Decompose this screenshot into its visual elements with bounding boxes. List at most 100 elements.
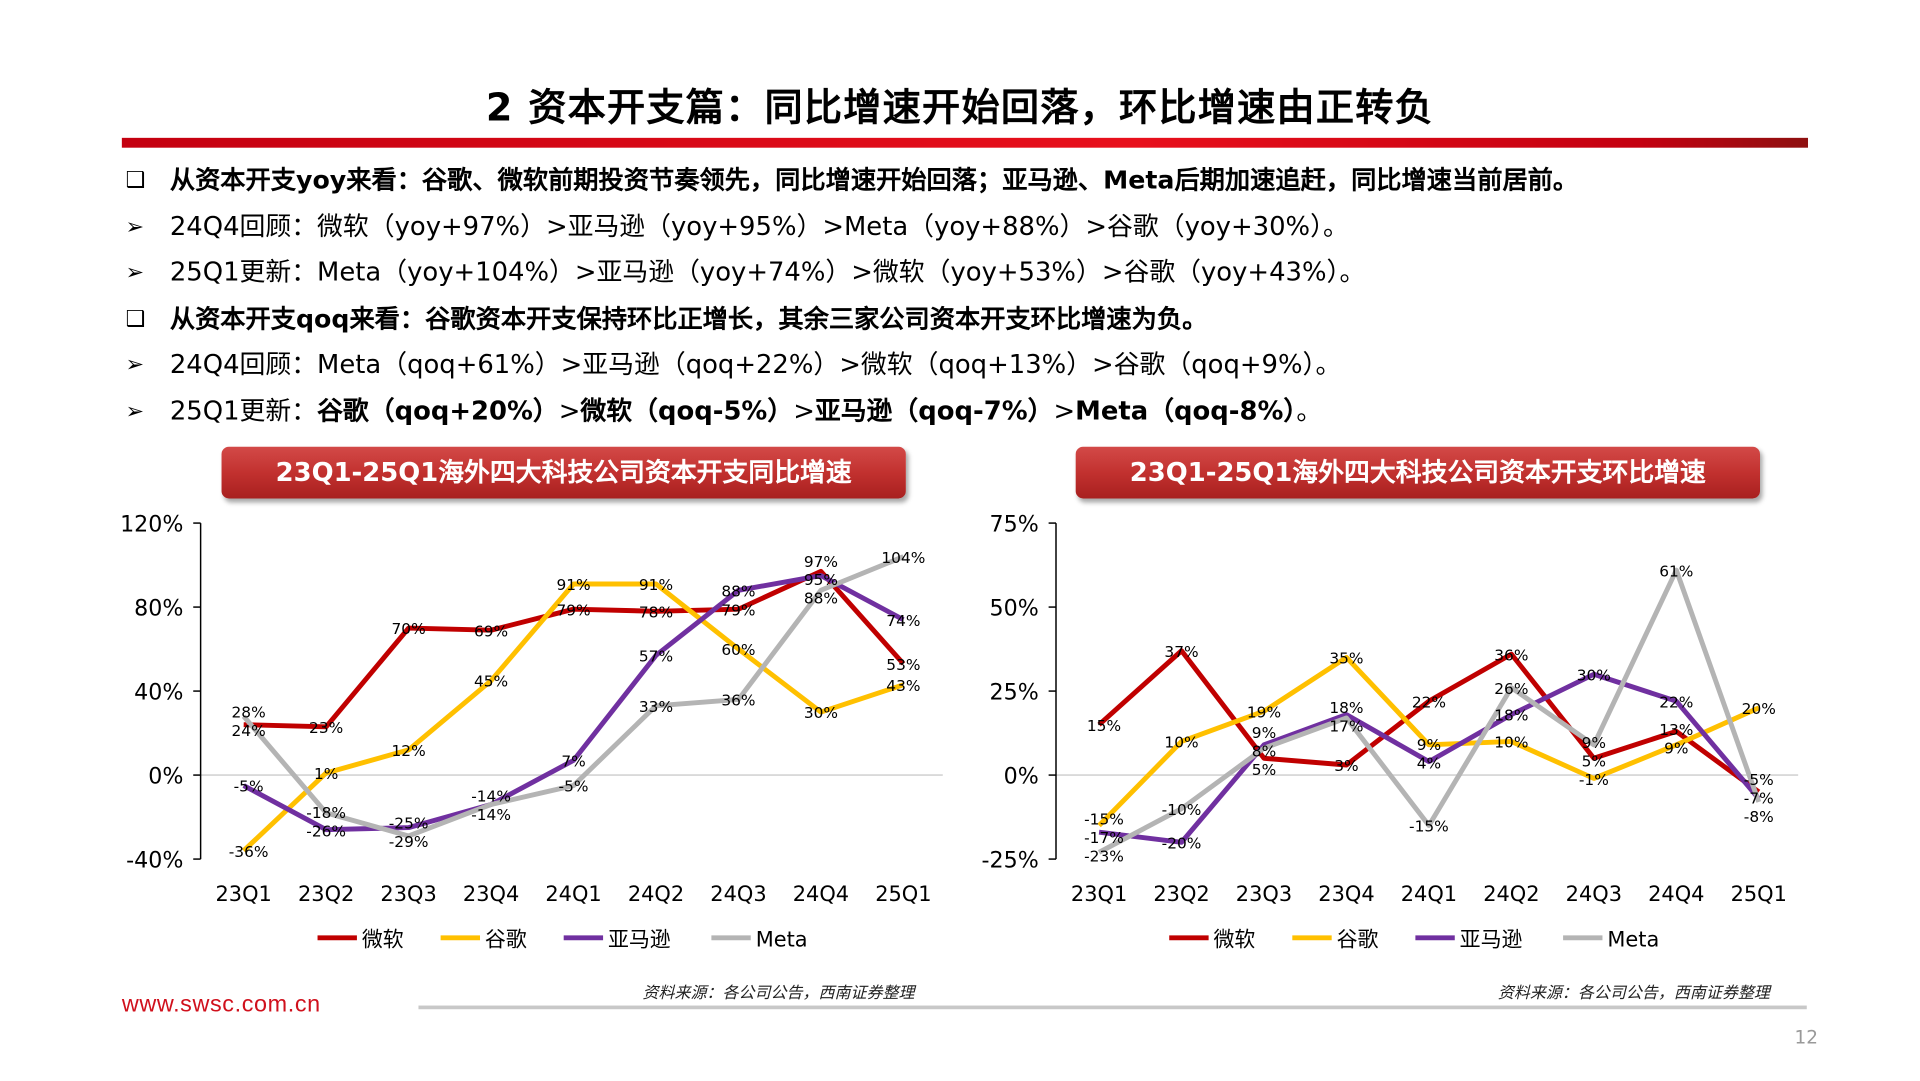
data-label: 36% [1494, 646, 1528, 664]
x-tick-label: 24Q1 [545, 882, 601, 906]
x-tick-label: 24Q4 [793, 882, 849, 906]
summary-bullets: ❑ 从资本开支yoy来看：谷歌、微软前期投资节奏领先，同比增速开始回落；亚马逊、M… [123, 158, 1846, 435]
website-link[interactable]: www.swsc.com.cn [121, 992, 321, 1018]
bullet-line: ➢ 24Q4回顾：Meta（qoq+61%）>亚马逊（qoq+22%）>微软（qo… [123, 342, 1846, 388]
data-label: 5% [1582, 753, 1606, 771]
data-label: 35% [1329, 650, 1363, 668]
bullet-line: ❑ 从资本开支yoy来看：谷歌、微软前期投资节奏领先，同比增速开始回落；亚马逊、M… [123, 158, 1846, 204]
bullet-text: 微软（qoq-5%） [580, 395, 794, 426]
data-label: 79% [556, 601, 590, 619]
bullet-text: 谷歌（qoq+20%） [317, 395, 559, 426]
data-label: 9% [1417, 736, 1441, 754]
data-label: -25% [389, 815, 429, 833]
legend-label: 微软 [1214, 927, 1256, 951]
data-label: 79% [721, 601, 755, 619]
series-line-微软 [1097, 648, 1761, 794]
bullet-text: > [1053, 395, 1076, 426]
data-label: 28% [232, 703, 266, 721]
arrow-bullet-icon: ➢ [125, 213, 145, 240]
data-label: 88% [804, 590, 838, 608]
data-label: 23% [309, 719, 343, 737]
data-label: -17% [1084, 829, 1124, 847]
arrow-bullet-icon: ➢ [125, 259, 145, 286]
data-label: -26% [306, 823, 346, 841]
data-label: -18% [306, 804, 346, 822]
data-label: 74% [886, 612, 920, 630]
data-label: -20% [1162, 834, 1202, 852]
data-label: -14% [471, 806, 511, 824]
data-label: 36% [721, 692, 755, 710]
bullet-text: 25Q1更新：Meta（yoy+104%）>亚马逊（yoy+74%）>微软（yo… [169, 257, 1366, 287]
chart-title-qoq: 23Q1-25Q1海外四大科技公司资本开支环比增速 [1075, 446, 1761, 499]
data-label: 18% [1329, 699, 1363, 717]
data-label: 33% [639, 698, 673, 716]
source-note-right: 资料来源：各公司公告，西南证券整理 [1497, 984, 1770, 1004]
source-note-left: 资料来源：各公司公告，西南证券整理 [642, 984, 915, 1004]
data-label: 9% [1664, 740, 1688, 758]
data-label: -5% [1744, 771, 1774, 789]
data-label: -10% [1162, 801, 1202, 819]
data-label: 20% [1742, 700, 1776, 718]
page-number: 12 [1794, 1026, 1818, 1049]
data-label: 37% [1164, 643, 1198, 661]
bullet-line: ➢ 25Q1更新：谷歌（qoq+20%）>微软（qoq-5%）>亚马逊（qoq-7… [123, 388, 1846, 434]
bullet-text: 24Q4回顾：Meta（qoq+61%）>亚马逊（qoq+22%）>微软（qoq… [169, 349, 1342, 380]
data-label: 15% [1087, 717, 1121, 735]
bullet-text: 从资本开支yoy来看：谷歌、微软前期投资节奏领先，同比增速开始回落；亚马逊、Me… [169, 164, 1579, 195]
data-label: 104% [881, 549, 925, 567]
data-label: -5% [559, 778, 589, 796]
bullet-line: ➢ 25Q1更新：Meta（yoy+104%）>亚马逊（yoy+74%）>微软（y… [123, 250, 1846, 296]
y-tick-label: -25% [982, 848, 1039, 874]
legend-label: 亚马逊 [1460, 927, 1523, 951]
bullet-text: > [558, 395, 581, 426]
data-label: -8% [1744, 808, 1774, 826]
bullet-text: 25Q1更新： [169, 395, 318, 426]
bullet-text: Meta（qoq-8%） [1075, 395, 1297, 426]
data-label: -14% [471, 787, 511, 805]
qoq-line-chart: 75% 50% 25% 0% -25% 23Q1 23Q2 23Q3 23Q4 24Q1 24Q2 2… [982, 512, 1799, 951]
data-label: -36% [229, 843, 269, 861]
data-label: -29% [389, 833, 429, 851]
data-label: 26% [1494, 680, 1528, 698]
footer-divider [418, 1005, 1807, 1010]
data-label: 4% [1417, 755, 1441, 773]
series-line-亚马逊 [242, 573, 905, 833]
data-label: 7% [561, 753, 585, 771]
page-title: 2 资本开支篇：同比增速开始回落，环比增速由正转负 [485, 86, 1435, 131]
bullet-text: 24Q4回顾：微软（yoy+97%）>亚马逊（yoy+95%）>Meta（yoy… [169, 211, 1349, 241]
series-line-谷歌 [1097, 655, 1760, 828]
data-label: 45% [474, 673, 508, 691]
data-label: 57% [639, 648, 673, 666]
series-line-Meta [1097, 567, 1762, 855]
x-tick-label: 24Q2 [1483, 882, 1539, 906]
legend-label: 谷歌 [485, 927, 527, 951]
series-line-微软 [243, 568, 906, 730]
y-tick-label: 0% [148, 764, 183, 790]
title-divider [121, 137, 1809, 148]
y-tick-label: 50% [990, 596, 1039, 622]
data-label: 70% [392, 620, 426, 638]
data-label: -15% [1084, 810, 1124, 828]
data-label: 88% [721, 582, 755, 600]
legend-label: Meta [756, 927, 808, 951]
data-label: 53% [886, 656, 920, 674]
bullet-text: 从资本开支qoq来看：谷歌资本开支保持环比正增长，其余三家公司资本开支环比增速为… [169, 303, 1208, 333]
data-label: -23% [1084, 847, 1124, 865]
data-label: 12% [392, 742, 426, 760]
data-label: 69% [474, 622, 508, 640]
data-label: 10% [1164, 734, 1198, 752]
legend-label: Meta [1607, 927, 1659, 951]
data-label: 24% [232, 722, 266, 740]
x-tick-label: 24Q3 [1566, 882, 1622, 906]
yoy-line-chart: 120% 80% 40% 0% -40% 23Q1 23Q2 23Q3 23Q4 24Q1 24Q2… [120, 512, 943, 951]
data-label: 1% [314, 765, 338, 783]
data-label: -5% [234, 778, 264, 796]
data-label: 61% [1659, 562, 1693, 580]
y-tick-label: 75% [990, 512, 1039, 538]
data-label: 19% [1247, 703, 1281, 721]
data-label: 9% [1252, 724, 1276, 742]
data-label: 9% [1582, 734, 1606, 752]
data-label: 5% [1252, 761, 1276, 779]
series-line-亚马逊 [1098, 671, 1761, 845]
